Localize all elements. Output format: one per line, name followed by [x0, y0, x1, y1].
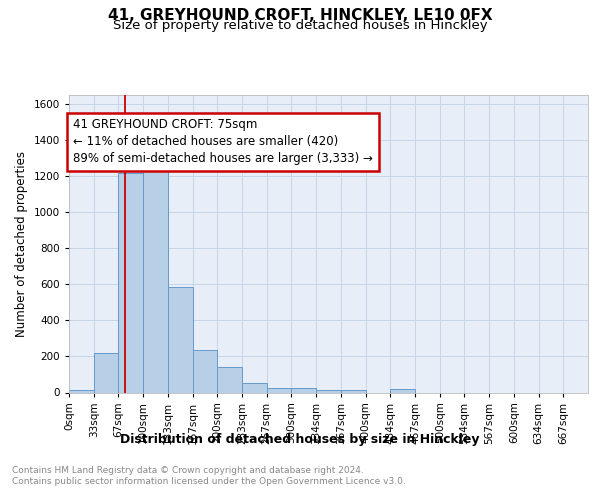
- Bar: [267, 388, 292, 392]
- Y-axis label: Number of detached properties: Number of detached properties: [15, 151, 28, 337]
- Bar: [217, 368, 242, 392]
- Bar: [341, 390, 365, 392]
- Bar: [94, 353, 118, 393]
- Bar: [143, 162, 168, 392]
- Text: 41, GREYHOUND CROFT, HINCKLEY, LE10 0FX: 41, GREYHOUND CROFT, HINCKLEY, LE10 0FX: [107, 8, 493, 22]
- Bar: [316, 390, 341, 392]
- Bar: [118, 172, 143, 392]
- Bar: [168, 287, 193, 393]
- Bar: [292, 388, 316, 392]
- Bar: [69, 390, 94, 392]
- Bar: [242, 384, 267, 392]
- Text: Contains HM Land Registry data © Crown copyright and database right 2024.: Contains HM Land Registry data © Crown c…: [12, 466, 364, 475]
- Text: Distribution of detached houses by size in Hinckley: Distribution of detached houses by size …: [120, 432, 480, 446]
- Bar: [390, 389, 415, 392]
- Text: Size of property relative to detached houses in Hinckley: Size of property relative to detached ho…: [113, 19, 487, 32]
- Text: 41 GREYHOUND CROFT: 75sqm
← 11% of detached houses are smaller (420)
89% of semi: 41 GREYHOUND CROFT: 75sqm ← 11% of detac…: [73, 118, 373, 166]
- Text: Contains public sector information licensed under the Open Government Licence v3: Contains public sector information licen…: [12, 478, 406, 486]
- Bar: [193, 350, 217, 393]
